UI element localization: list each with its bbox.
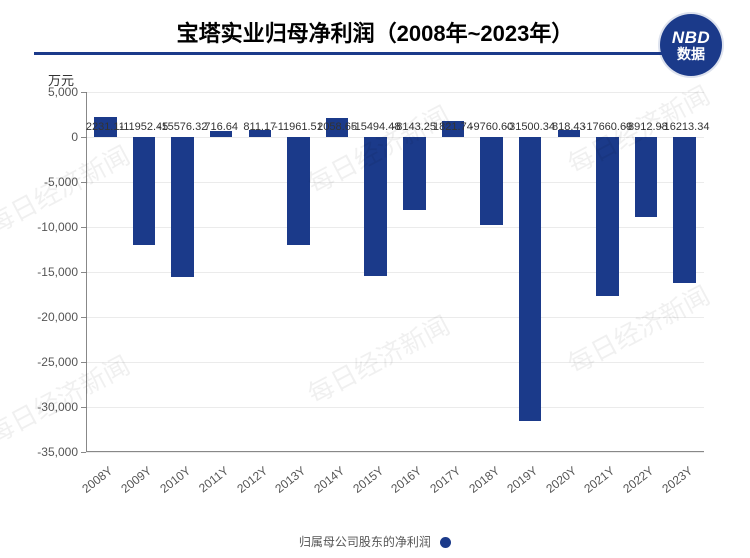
y-tick-mark: [81, 272, 86, 273]
y-tick-mark: [81, 452, 86, 453]
bar-value-label: 818.43: [552, 121, 586, 133]
y-tick-mark: [81, 92, 86, 93]
bar: [635, 137, 657, 217]
y-tick-label: -35,000: [37, 445, 78, 459]
bar-value-label: -15576.32: [158, 121, 208, 133]
x-tick-label: 2022Y: [620, 463, 656, 495]
bar: [364, 137, 386, 276]
nbd-badge: NBD 数据: [660, 14, 722, 76]
bar: [480, 137, 502, 225]
nbd-badge-line1: NBD: [672, 29, 710, 47]
y-tick-label: 0: [71, 130, 78, 144]
x-tick-label: 2015Y: [350, 463, 386, 495]
grid-line: [86, 362, 704, 363]
bar-value-label: 1821.74: [433, 121, 473, 133]
nbd-badge-line2: 数据: [677, 47, 705, 62]
bar-value-label: -16213.34: [660, 121, 710, 133]
y-tick-label: -10,000: [37, 220, 78, 234]
bar-value-label: 811.17: [243, 121, 276, 133]
bar: [287, 137, 309, 245]
y-tick-label: -15,000: [37, 265, 78, 279]
x-tick-label: 2013Y: [273, 463, 309, 495]
bar: [673, 137, 695, 283]
x-tick-label: 2023Y: [659, 463, 695, 495]
x-tick-label: 2018Y: [466, 463, 502, 495]
y-tick-label: -30,000: [37, 400, 78, 414]
y-tick-mark: [81, 227, 86, 228]
x-tick-label: 2012Y: [234, 463, 270, 495]
x-tick-label: 2020Y: [543, 463, 579, 495]
y-tick-label: -5,000: [44, 175, 78, 189]
y-tick-label: -20,000: [37, 310, 78, 324]
bar-value-label: -31500.34: [505, 121, 555, 133]
x-tick-label: 2010Y: [157, 463, 193, 495]
legend-swatch: [440, 537, 451, 548]
bar: [171, 137, 193, 277]
title-underline: [34, 52, 716, 55]
x-tick-label: 2017Y: [427, 463, 463, 495]
y-tick-label: -25,000: [37, 355, 78, 369]
x-tick-label: 2008Y: [80, 463, 116, 495]
legend-label: 归属母公司股东的净利润: [299, 535, 431, 549]
bar: [133, 137, 155, 245]
y-tick-label: 5,000: [48, 85, 78, 99]
x-tick-label: 2011Y: [196, 463, 231, 495]
grid-line: [86, 452, 704, 453]
y-tick-mark: [81, 362, 86, 363]
y-tick-mark: [81, 407, 86, 408]
legend: 归属母公司股东的净利润: [0, 533, 750, 550]
bar-value-label: 716.64: [204, 121, 238, 133]
y-tick-mark: [81, 317, 86, 318]
grid-line: [86, 92, 704, 93]
y-tick-mark: [81, 182, 86, 183]
x-tick-label: 2021Y: [582, 463, 618, 495]
bar: [403, 137, 425, 210]
x-tick-label: 2016Y: [389, 463, 425, 495]
x-tick-label: 2019Y: [505, 463, 541, 495]
bar-chart: 5,0000-5,000-10,000-15,000-20,000-25,000…: [86, 92, 704, 452]
bar-value-label: -11961.51: [274, 121, 323, 133]
bar: [519, 137, 541, 421]
x-tick-label: 2014Y: [311, 463, 347, 495]
chart-title: 宝塔实业归母净利润（2008年~2023年）: [177, 21, 574, 46]
grid-line: [86, 407, 704, 408]
bar-value-label: -8143.25: [393, 121, 436, 133]
grid-line: [86, 317, 704, 318]
bar: [596, 137, 618, 296]
y-tick-mark: [81, 137, 86, 138]
x-tick-label: 2009Y: [118, 463, 154, 495]
